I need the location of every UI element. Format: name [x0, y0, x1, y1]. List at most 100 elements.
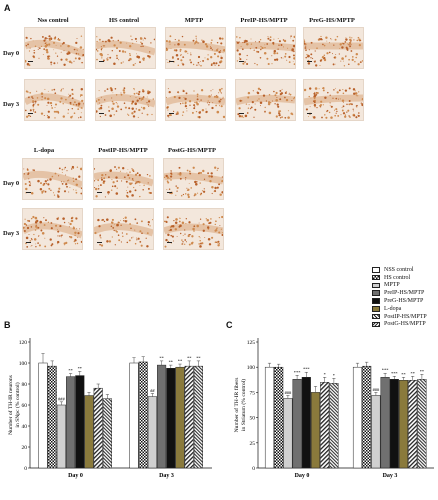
y-axis-label: in Striatum (% control) [240, 379, 247, 431]
y-axis-label: Number of TH-IR neurons [7, 375, 14, 435]
chart-b: 0 20 40 60 80 100 120 Number of TH-IR neurons in… [7, 338, 212, 479]
micrograph-tile [163, 158, 224, 200]
bar [292, 379, 302, 469]
panel-b-label: B [4, 320, 11, 330]
bar [371, 395, 381, 469]
bar [56, 404, 66, 469]
legend: NSS control HS control MPTP PreIP-HS/MPTP Pr… [372, 266, 427, 328]
bar [184, 365, 194, 469]
legend-swatch [372, 321, 380, 328]
legend-label: HS control [384, 274, 411, 281]
bar [66, 376, 76, 469]
y-tick-label: 25 [250, 441, 256, 447]
legend-item: PostIP-HS/MPTP [372, 313, 427, 321]
legend-label: PostIP-HS/MPTP [384, 313, 427, 320]
row-label-day3-top: Day 3 [3, 101, 20, 108]
group-title-hs-control: HS control [108, 17, 140, 24]
bar [38, 362, 48, 469]
bar [93, 387, 103, 469]
bar [157, 364, 167, 469]
legend-swatch [372, 298, 380, 304]
panel-a-label: A [4, 3, 11, 13]
y-tick-label: 0 [252, 466, 255, 472]
bar [102, 398, 112, 469]
significance-mark: *** [382, 368, 389, 373]
significance-mark: ## [150, 388, 155, 393]
y-tick-label: 20 [22, 445, 28, 451]
legend-item: HS control [372, 274, 427, 282]
bar [380, 377, 390, 469]
micrograph-tile [95, 27, 156, 69]
y-tick-label: 100 [19, 361, 28, 367]
x-category-label: Day 0 [295, 473, 310, 479]
legend-label: MPTP [384, 282, 400, 289]
bar [264, 366, 275, 469]
legend-item: PreIP-HS/MPTP [372, 289, 427, 297]
significance-mark: *** [303, 367, 310, 372]
significance-mark: ** [401, 372, 405, 377]
bar [274, 366, 284, 469]
micrograph-tile [93, 158, 154, 200]
y-tick-label: 40 [22, 424, 28, 430]
group-title-postg: PostG-HS/MPTP [167, 147, 217, 154]
row-label-day3-bottom: Day 3 [3, 230, 20, 237]
bar [362, 365, 372, 469]
micrograph-tile [22, 158, 83, 200]
significance-mark: * [324, 372, 326, 377]
bar [320, 382, 330, 469]
bar [417, 379, 427, 469]
significance-mark: *** [294, 370, 301, 375]
y-axis-label: Number of TH-IR fibers [233, 378, 240, 433]
bar [193, 365, 203, 469]
bar [408, 380, 418, 469]
micrograph-tile [24, 79, 85, 121]
significance-mark: ** [411, 371, 415, 376]
y-tick-label: 100 [247, 365, 256, 371]
legend-label: PreIP-HS/MPTP [384, 290, 425, 297]
group-title-preg: PreG-HS/MPTP [309, 17, 355, 24]
row-label-day0-bottom: Day 0 [3, 180, 20, 187]
bar [166, 368, 176, 469]
bar [352, 366, 363, 469]
legend-swatch [372, 274, 380, 281]
group-title-postip: PostIP-HS/MPTP [98, 147, 148, 154]
group-title-l-dopa: L-dopa [33, 147, 55, 154]
legend-label: PostG-HS/MPTP [384, 321, 426, 328]
micrograph-tile [235, 79, 296, 121]
legend-item: L-dopa [372, 305, 427, 313]
micrograph-tile [165, 79, 226, 121]
row-label-day0-top: Day 0 [3, 50, 20, 57]
bar [47, 365, 57, 469]
legend-item: NSS control [372, 266, 427, 274]
legend-item: PreG-HS/MPTP [372, 297, 427, 305]
significance-mark: * [333, 373, 335, 378]
micrograph-tile [163, 208, 224, 250]
bar [389, 379, 399, 469]
micrograph-tile [303, 27, 364, 69]
bar [398, 380, 409, 469]
y-tick-label: 125 [247, 340, 256, 346]
legend-swatch [372, 267, 380, 273]
micrograph-tile [303, 79, 364, 121]
significance-mark: ** [169, 360, 173, 365]
group-title-preip: PreIP-HS/MPTP [240, 17, 288, 24]
legend-swatch [372, 290, 380, 297]
micrograph-tile [165, 27, 226, 69]
micrograph-tile [235, 27, 296, 69]
legend-swatch [372, 313, 380, 320]
legend-label: PreG-HS/MPTP [384, 298, 424, 305]
significance-mark: ** [178, 359, 182, 364]
micrograph-tile [22, 208, 83, 250]
significance-mark: ** [68, 368, 72, 373]
bar [283, 398, 293, 469]
bar [138, 361, 148, 469]
y-axis-label: in SNpc (% control) [14, 382, 21, 427]
x-category-label: Day 0 [68, 473, 83, 479]
y-tick-label: 75 [250, 390, 256, 396]
legend-item: MPTP [372, 282, 427, 290]
significance-mark: ** [78, 366, 82, 371]
significance-mark: ** [420, 369, 424, 374]
legend-label: NSS control [384, 266, 414, 273]
group-title-mptp: MPTP [184, 17, 204, 24]
significance-mark: *** [391, 371, 398, 376]
